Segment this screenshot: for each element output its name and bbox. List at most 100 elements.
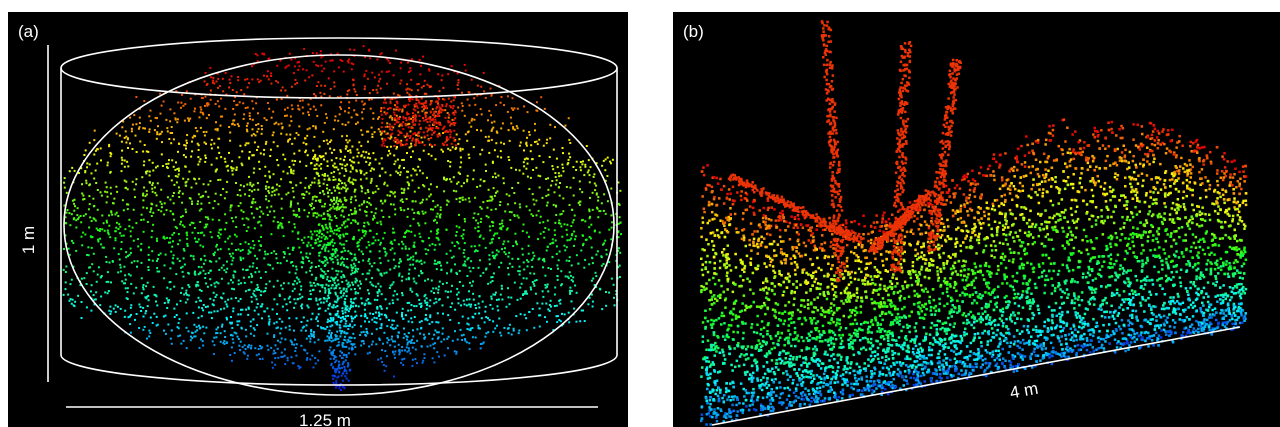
point bbox=[314, 182, 316, 184]
point bbox=[400, 141, 402, 143]
point bbox=[611, 227, 613, 229]
point bbox=[143, 219, 145, 221]
point bbox=[279, 341, 281, 343]
point bbox=[468, 154, 470, 156]
point bbox=[321, 248, 323, 250]
point bbox=[240, 298, 242, 300]
point bbox=[457, 88, 459, 90]
point bbox=[412, 138, 414, 140]
point bbox=[326, 340, 328, 342]
point bbox=[256, 208, 258, 210]
point bbox=[300, 182, 302, 184]
point bbox=[320, 302, 322, 304]
point bbox=[183, 144, 185, 146]
point bbox=[378, 338, 380, 340]
point bbox=[253, 168, 255, 170]
point bbox=[187, 178, 189, 180]
point bbox=[338, 183, 340, 185]
point bbox=[368, 223, 370, 225]
point bbox=[580, 161, 582, 163]
point bbox=[470, 306, 472, 308]
point bbox=[307, 257, 309, 259]
point bbox=[591, 247, 593, 249]
point bbox=[377, 92, 379, 94]
point bbox=[191, 222, 193, 224]
point bbox=[394, 357, 396, 359]
point bbox=[474, 250, 476, 252]
point bbox=[265, 195, 267, 197]
point bbox=[561, 164, 563, 166]
point bbox=[107, 164, 109, 166]
point bbox=[283, 256, 285, 258]
point bbox=[342, 209, 344, 211]
point bbox=[348, 101, 350, 103]
point bbox=[120, 267, 122, 269]
point bbox=[127, 208, 129, 210]
point bbox=[261, 128, 263, 130]
point bbox=[487, 283, 489, 285]
point bbox=[253, 172, 255, 174]
point bbox=[298, 210, 300, 212]
point bbox=[228, 126, 230, 128]
point bbox=[354, 272, 356, 274]
point bbox=[316, 216, 318, 218]
point bbox=[256, 131, 258, 133]
point bbox=[458, 226, 460, 228]
point bbox=[248, 249, 250, 251]
point bbox=[143, 164, 145, 166]
point bbox=[386, 355, 388, 357]
point bbox=[319, 92, 321, 94]
point bbox=[547, 220, 549, 222]
point bbox=[361, 251, 363, 253]
point bbox=[528, 188, 530, 190]
point bbox=[434, 260, 436, 262]
point bbox=[213, 292, 215, 294]
point bbox=[449, 149, 451, 151]
point bbox=[361, 154, 363, 156]
point bbox=[235, 216, 237, 218]
point bbox=[339, 324, 341, 326]
point bbox=[367, 353, 369, 355]
point bbox=[546, 286, 548, 288]
point bbox=[527, 163, 529, 165]
point bbox=[559, 299, 561, 301]
point bbox=[186, 347, 188, 349]
point bbox=[200, 244, 202, 246]
point bbox=[542, 221, 544, 223]
point bbox=[355, 293, 357, 295]
point bbox=[457, 339, 459, 341]
point bbox=[382, 202, 384, 204]
point bbox=[231, 75, 233, 77]
point bbox=[519, 274, 521, 276]
point bbox=[268, 200, 270, 202]
point bbox=[517, 270, 519, 272]
point bbox=[383, 183, 385, 185]
point bbox=[447, 314, 449, 316]
point bbox=[393, 204, 395, 206]
point bbox=[251, 301, 253, 303]
point bbox=[420, 127, 422, 129]
point bbox=[351, 68, 353, 70]
point bbox=[454, 309, 456, 311]
point bbox=[257, 123, 259, 125]
point bbox=[377, 359, 379, 361]
point bbox=[146, 190, 148, 192]
point bbox=[244, 79, 246, 81]
point bbox=[338, 66, 340, 68]
point bbox=[264, 117, 266, 119]
point bbox=[213, 337, 215, 339]
point bbox=[372, 118, 374, 120]
point bbox=[289, 53, 291, 55]
point bbox=[341, 167, 343, 169]
point bbox=[385, 102, 387, 104]
point bbox=[446, 103, 448, 105]
point bbox=[131, 262, 133, 264]
point bbox=[389, 344, 391, 346]
point bbox=[333, 186, 335, 188]
point bbox=[407, 135, 409, 137]
point bbox=[264, 166, 266, 168]
point bbox=[250, 206, 252, 208]
point bbox=[308, 186, 310, 188]
point bbox=[142, 199, 144, 201]
point bbox=[371, 168, 373, 170]
